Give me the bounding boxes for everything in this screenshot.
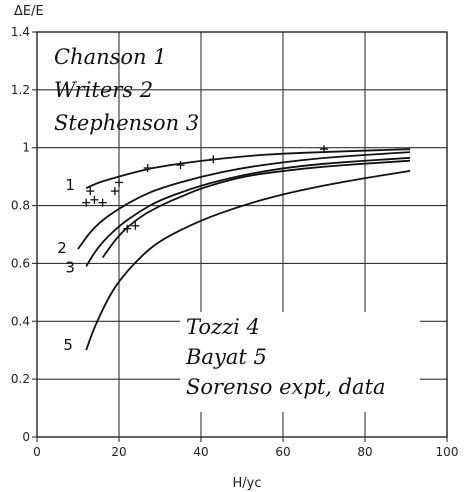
data-point — [320, 145, 328, 154]
data-point — [115, 178, 123, 187]
legend-entry: Writers 2 — [54, 78, 153, 102]
experimental-points — [82, 145, 328, 233]
curve-4 — [101, 159, 411, 259]
data-point — [209, 155, 218, 164]
data-point — [176, 161, 185, 170]
curve-label-2: 2 — [57, 239, 67, 257]
x-tick-label: 80 — [357, 445, 372, 459]
data-point — [131, 221, 140, 230]
y-tick-label: 0 — [22, 430, 30, 444]
plot-frame — [36, 31, 448, 438]
x-tick-label: 40 — [193, 445, 208, 459]
legend-entry: Tozzi 4 — [186, 315, 260, 339]
legend-entry: Stephenson 3 — [54, 111, 199, 135]
legend-bottom-background — [180, 312, 420, 412]
x-tick-label: 20 — [111, 445, 126, 459]
x-axis-title: H/yc — [233, 476, 262, 491]
legend-entry: Sorenso expt, data — [186, 375, 386, 399]
legend-entry: Bayat 5 — [185, 345, 267, 369]
y-tick-label: 0.6 — [11, 256, 30, 270]
y-axis-ticks: 0 0.2 0.4 0.6 0.8 1 1.2 1.4 — [11, 25, 37, 444]
x-axis-ticks: 0 20 40 60 80 100 — [33, 437, 458, 459]
legend-entry: Chanson 1 — [54, 45, 167, 69]
curve-5 — [85, 170, 411, 351]
curve-label-1: 1 — [65, 176, 75, 194]
y-tick-label: 0.8 — [11, 199, 30, 213]
y-axis-title: ΔE/E — [14, 4, 44, 19]
data-point — [82, 198, 91, 207]
y-tick-label: 0.4 — [11, 314, 30, 328]
x-tick-label: 60 — [275, 445, 290, 459]
legend-bottom: Tozzi 4 Bayat 5 Sorenso expt, data — [180, 312, 420, 412]
legend-top: Chanson 1 Writers 2 Stephenson 3 — [54, 45, 199, 135]
curve-label-5: 5 — [63, 336, 73, 354]
y-tick-label: 1.4 — [11, 25, 30, 39]
x-tick-label: 100 — [436, 445, 459, 459]
data-point — [90, 195, 99, 204]
data-point — [143, 163, 152, 172]
y-tick-label: 0.2 — [11, 372, 30, 386]
y-tick-label: 1 — [22, 141, 30, 155]
data-point — [110, 187, 119, 196]
data-point — [98, 198, 107, 207]
data-point — [123, 224, 132, 233]
curve-2 — [77, 151, 411, 250]
curve-label-3: 3 — [65, 258, 75, 276]
data-point — [86, 187, 95, 196]
x-tick-label: 0 — [33, 445, 41, 459]
curve-3 — [85, 156, 411, 267]
y-tick-label: 1.2 — [11, 83, 30, 97]
